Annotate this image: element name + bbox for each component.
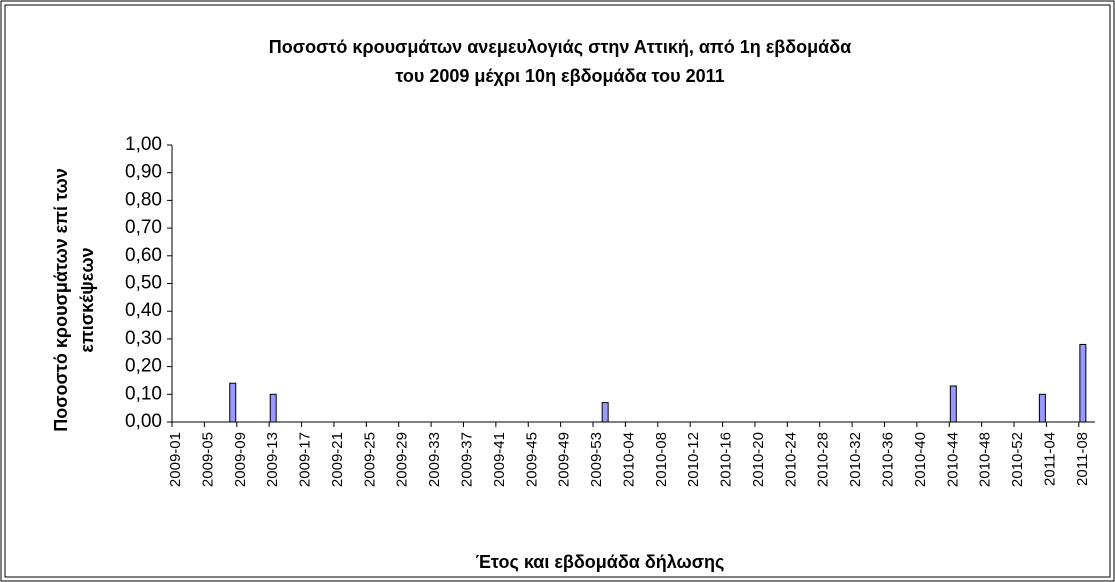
x-tick-label: 2009-05 xyxy=(199,432,216,487)
bar xyxy=(1079,343,1087,423)
y-tick-label: 0,00 xyxy=(125,411,162,432)
x-tick-label: 2011-04 xyxy=(1041,432,1058,486)
x-tick-label: 2010-32 xyxy=(847,432,864,487)
x-tick-label: 2010-40 xyxy=(912,432,929,487)
x-tick-label: 2009-17 xyxy=(297,432,314,487)
y-axis-label: Ποσοστό κρουσμάτων επί των xyxy=(51,168,71,432)
y-tick-label: 0,30 xyxy=(125,328,162,349)
bar xyxy=(229,382,237,423)
x-tick-label: 2010-04 xyxy=(620,432,637,487)
x-tick-label: 2009-45 xyxy=(523,432,540,487)
y-axis-label: επισκέψεων xyxy=(77,247,97,352)
x-tick-label: 2009-21 xyxy=(329,432,346,487)
x-tick-label: 2010-52 xyxy=(1009,432,1026,487)
y-tick-label: 0,60 xyxy=(125,245,162,266)
y-tick-label: 0,10 xyxy=(125,383,162,404)
y-tick-label: 0,50 xyxy=(125,273,162,294)
y-tick-label: 0,80 xyxy=(125,189,162,210)
x-tick-label: 2010-16 xyxy=(718,432,735,487)
bar xyxy=(1038,393,1046,423)
x-tick-label: 2009-53 xyxy=(588,432,605,487)
x-tick-label: 2010-48 xyxy=(977,432,994,487)
x-tick-label: 2009-09 xyxy=(232,432,249,487)
x-tick-label: 2010-20 xyxy=(750,432,767,487)
x-tick-label: 2009-25 xyxy=(361,432,378,487)
chart-title: του 2009 μέχρι 10η εβδομάδα του 2011 xyxy=(395,66,724,86)
y-tick-label: 0,40 xyxy=(125,300,162,321)
y-tick-label: 0,90 xyxy=(125,162,162,183)
x-tick-label: 2010-08 xyxy=(653,432,670,487)
x-tick-label: 2009-13 xyxy=(264,432,281,487)
y-tick-label: 0,70 xyxy=(125,217,162,238)
x-tick-label: 2011-08 xyxy=(1074,432,1091,486)
y-tick-label: 1,00 xyxy=(125,134,162,155)
x-tick-label: 2010-24 xyxy=(782,432,799,487)
x-tick-label: 2009-33 xyxy=(426,432,443,487)
y-tick-label: 0,20 xyxy=(125,356,162,377)
x-tick-label: 2009-29 xyxy=(394,432,411,487)
bar xyxy=(601,402,609,423)
x-tick-label: 2009-49 xyxy=(556,432,573,487)
x-tick-label: 2009-01 xyxy=(167,432,184,487)
bar xyxy=(949,385,957,423)
bar xyxy=(269,393,277,423)
x-tick-label: 2009-41 xyxy=(491,432,508,487)
x-axis-label: Έτος και εβδομάδα δήλωσης xyxy=(476,552,725,572)
chart-title: Ποσοστό κρουσμάτων ανεμευλογιάς στην Αττ… xyxy=(269,37,851,57)
x-tick-label: 2010-36 xyxy=(880,432,897,487)
inner-frame xyxy=(4,4,1111,578)
x-tick-label: 2010-12 xyxy=(685,432,702,487)
x-tick-label: 2010-44 xyxy=(944,432,961,487)
x-tick-label: 2009-37 xyxy=(458,432,475,487)
x-tick-label: 2010-28 xyxy=(815,432,832,487)
